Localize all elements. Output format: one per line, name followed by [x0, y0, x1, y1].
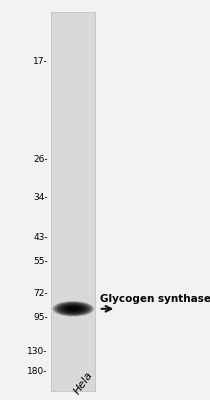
Text: Glycogen synthase: Glycogen synthase	[100, 294, 210, 304]
Text: 55-: 55-	[33, 258, 48, 266]
Ellipse shape	[55, 302, 92, 316]
Text: 43-: 43-	[33, 234, 48, 242]
Text: 34-: 34-	[33, 194, 48, 202]
Ellipse shape	[64, 306, 82, 312]
Ellipse shape	[67, 307, 79, 311]
Text: 130-: 130-	[27, 348, 48, 356]
Bar	[51, 12, 96, 392]
Ellipse shape	[57, 303, 89, 315]
Text: 95-: 95-	[33, 314, 48, 322]
Ellipse shape	[60, 304, 86, 314]
Text: Hela: Hela	[72, 370, 95, 396]
Bar	[52, 13, 95, 391]
Text: 17-: 17-	[33, 58, 48, 66]
Text: 180-: 180-	[27, 368, 48, 376]
Text: 26-: 26-	[33, 156, 48, 164]
Text: 72-: 72-	[33, 290, 48, 298]
Ellipse shape	[52, 301, 94, 316]
